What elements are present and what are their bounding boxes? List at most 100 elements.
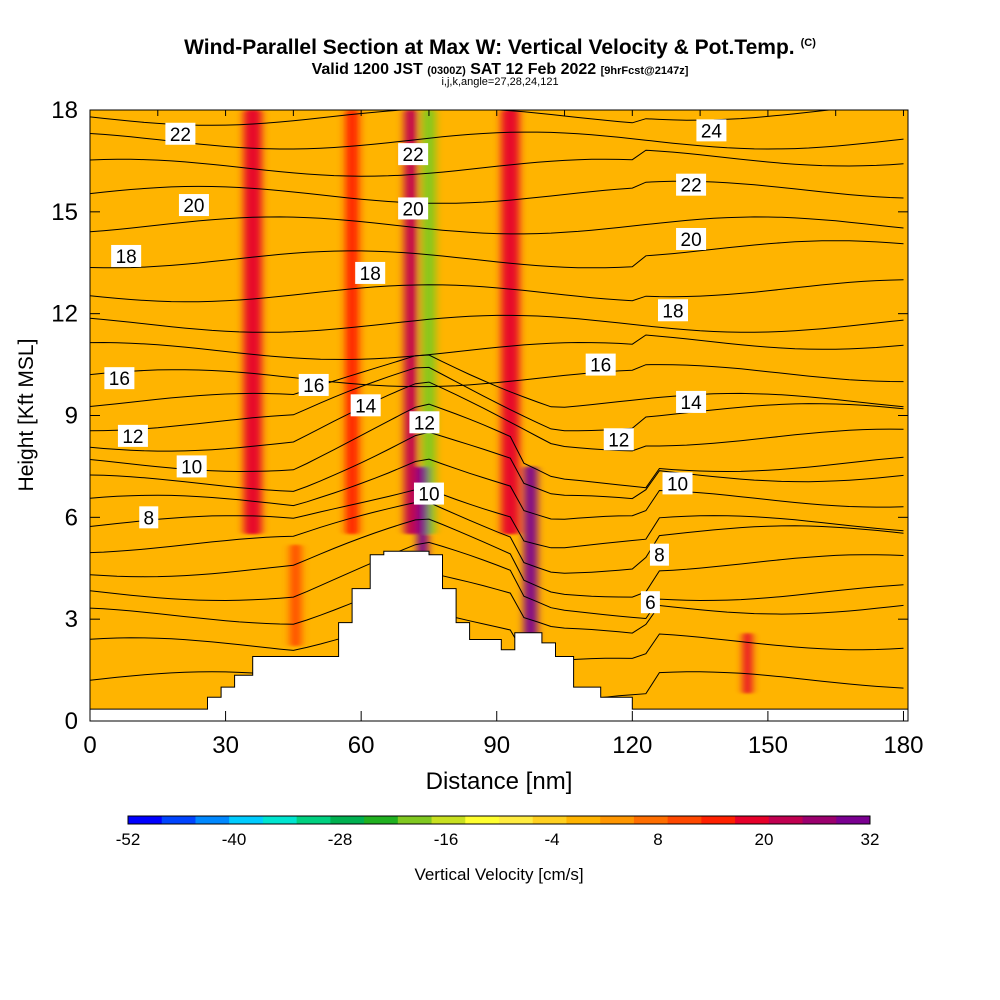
theta-contour-19 <box>90 180 904 204</box>
colorbar-swatch-20 <box>802 816 837 824</box>
colorbar-swatch-13 <box>566 816 601 824</box>
chart-title-text: Wind-Parallel Section at Max W: Vertical… <box>184 36 795 59</box>
theta-contour-14 <box>90 334 904 361</box>
velocity-band-4 <box>501 110 520 535</box>
theta-contour-2 <box>90 572 904 634</box>
valid-time-line: Valid 1200 JST (0300Z) SAT 12 Feb 2022 [… <box>0 61 1000 79</box>
x-axis-label: Distance [nm] <box>426 768 573 795</box>
contour-label-4: 12 <box>117 424 148 448</box>
contour-label-bg <box>676 390 707 413</box>
colorbar-tick-label-0: -52 <box>116 830 141 849</box>
contour-label-text: 18 <box>360 264 381 285</box>
contour-label-15: 22 <box>676 173 707 197</box>
colorbar-frame <box>127 815 871 825</box>
colorbar-tick-label-1: -40 <box>222 830 247 849</box>
colorbar-swatch-3 <box>229 816 264 824</box>
velocity-band-8 <box>289 544 302 647</box>
contour-label-text: 16 <box>303 376 324 397</box>
theta-contour-16 <box>90 279 904 303</box>
colorbar-swatch-21 <box>836 816 871 824</box>
contour-label-text: 16 <box>590 356 611 377</box>
colorbar-swatch-1 <box>161 816 196 824</box>
colorbar-swatch-10 <box>465 816 500 824</box>
contour-label-text: 18 <box>116 247 137 268</box>
valid-zulu: (0300Z) <box>427 65 466 77</box>
theta-contour-20 <box>90 149 904 177</box>
velocity-band-7 <box>743 632 753 694</box>
colorbar-swatch-11 <box>499 816 534 824</box>
colorbar-tick-label-7: 32 <box>861 830 880 849</box>
colorbar-swatch-15 <box>633 816 669 824</box>
colorbar-swatch-9 <box>431 816 466 824</box>
contour-label-14: 24 <box>696 119 727 142</box>
theta-contour-8 <box>90 431 904 500</box>
contour-label-11: 14 <box>350 394 381 417</box>
velocity-band-0 <box>243 110 262 535</box>
contour-label-16: 20 <box>676 227 707 251</box>
velocity-band-1 <box>345 110 359 535</box>
colorbar-swatch-4 <box>262 816 298 824</box>
y-tick-label-1: 3 <box>65 606 78 633</box>
theta-contour-12 <box>90 354 904 408</box>
colorbar-swatch-0 <box>128 816 163 824</box>
contour-label-text: 8 <box>654 546 665 567</box>
colorbar-swatch-7 <box>364 816 399 824</box>
velocity-band-6 <box>523 466 538 660</box>
chart-title: Wind-Parallel Section at Max W: Vertical… <box>0 36 1000 60</box>
y-tick-label-5: 15 <box>51 199 78 226</box>
contour-label-7: 22 <box>398 143 429 166</box>
forecast-info: [9hrFcst@2147z] <box>600 65 689 77</box>
colorbar-tick-label-3: -16 <box>434 830 459 849</box>
contour-label-23: 6 <box>640 591 660 614</box>
x-tick-label-4: 120 <box>612 732 652 759</box>
contour-label-bg <box>398 197 429 220</box>
theta-contour-7 <box>90 458 904 520</box>
contour-label-bg <box>413 482 444 505</box>
contour-label-bg <box>298 373 329 396</box>
contour-label-5: 10 <box>176 455 207 478</box>
contour-label-bg <box>662 472 693 495</box>
colorbar-swatch-6 <box>330 816 365 824</box>
contour-label-17: 18 <box>657 299 688 322</box>
colorbar-swatch-14 <box>600 816 635 824</box>
contour-label-1: 20 <box>178 194 209 217</box>
contour-label-0: 22 <box>165 122 196 146</box>
contour-label-text: 12 <box>608 430 629 451</box>
contour-label-text: 22 <box>403 145 424 166</box>
y-tick-label-4: 12 <box>51 301 78 328</box>
contour-label-bg <box>350 394 381 417</box>
contour-label-bg <box>676 227 707 250</box>
contour-label-bg <box>139 506 159 529</box>
theta-contour-5 <box>90 501 904 574</box>
contour-label-2: 18 <box>111 244 142 268</box>
theta-contour-11 <box>90 366 904 432</box>
theta-contour-10 <box>90 381 904 452</box>
contour-label-9: 18 <box>355 261 386 285</box>
contour-label-10: 16 <box>298 373 329 397</box>
contour-label-bg <box>178 194 209 217</box>
y-tick-label-2: 6 <box>65 504 78 531</box>
contour-label-text: 10 <box>667 474 688 495</box>
grid-indices: i,j,k,angle=27,28,24,121 <box>441 76 559 88</box>
x-tick-label-5: 150 <box>748 732 788 759</box>
contour-label-bg <box>104 367 135 390</box>
theta-contour-15 <box>90 314 904 333</box>
terrain-mask <box>90 550 908 721</box>
theta-contour-21 <box>90 131 904 150</box>
contour-label-text: 14 <box>681 393 703 414</box>
colorbar-swatch-16 <box>667 816 702 824</box>
x-tick-label-3: 90 <box>483 732 510 759</box>
copyright-mark: (C) <box>800 37 816 49</box>
contour-label-text: 16 <box>109 369 130 390</box>
y-axis-label: Height [Kft MSL] <box>15 339 38 492</box>
contour-label-bg <box>649 543 669 566</box>
x-tick-label-2: 60 <box>348 732 375 759</box>
contour-label-bg <box>355 261 386 284</box>
y-tick-label-0: 0 <box>65 708 78 735</box>
colorbar-tick-label-2: -28 <box>328 830 353 849</box>
colorbar-tick-label-4: -4 <box>544 830 559 849</box>
contour-label-3: 16 <box>104 367 135 390</box>
colorbar-swatch-8 <box>397 816 433 824</box>
theta-contour-6 <box>90 488 904 549</box>
